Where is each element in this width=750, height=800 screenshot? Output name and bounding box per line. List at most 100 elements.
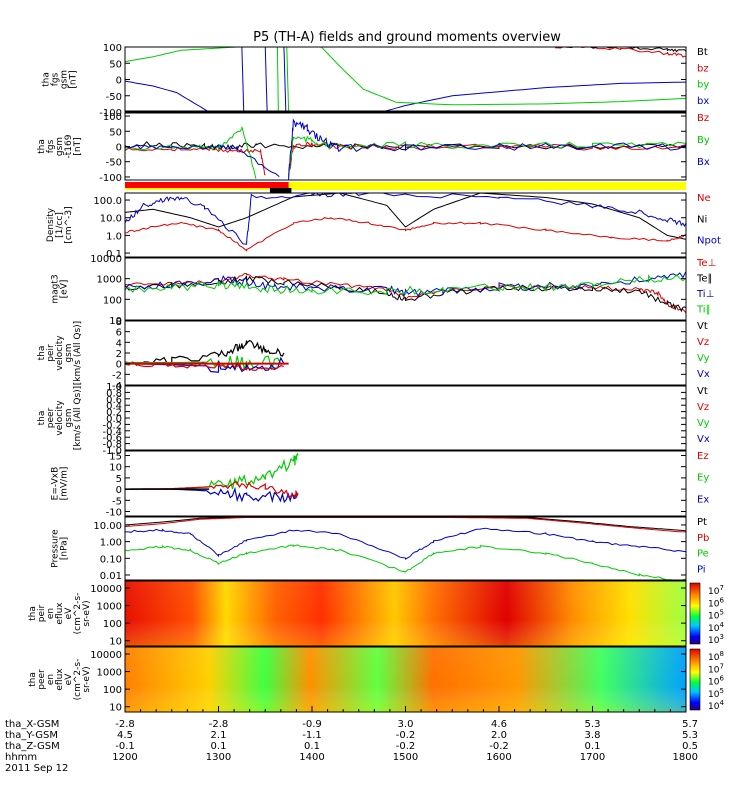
y-tick-label: 6	[116, 328, 122, 339]
series-te∥-line	[125, 275, 686, 313]
y-tick-label: 0.1	[106, 249, 122, 260]
y-tick-label: -0.6	[102, 433, 122, 444]
y-tick-label: -0.4	[102, 427, 122, 438]
plot-area-ele_spec	[125, 647, 686, 712]
colorbar-label: 107	[708, 662, 724, 675]
y-tick-label: 10000	[90, 584, 122, 595]
plot-area-vi	[125, 339, 289, 373]
series-ni-line	[125, 217, 686, 252]
colorbar-ele_spec	[689, 648, 701, 711]
plot-area-efield	[125, 452, 299, 504]
y-axis-label: sr-eV)	[82, 600, 92, 626]
x-axis-value: 5.7	[682, 719, 698, 730]
y-tick-label: -100	[99, 173, 122, 184]
colorbar-ion_spec	[689, 582, 701, 645]
series-bx-line	[555, 47, 686, 53]
y-axis-label: peer	[37, 669, 47, 690]
status-bar-black	[269, 188, 292, 193]
y-tick-label: 0	[116, 76, 122, 87]
x-axis-value: -0.2	[396, 730, 416, 741]
x-axis-row-label: tha_X-GSM	[5, 719, 59, 730]
y-tick-label: 10	[109, 703, 122, 714]
y-tick-label: 100	[103, 295, 122, 306]
y-tick-label: -4	[112, 381, 122, 392]
y-tick-label: 10	[109, 463, 122, 474]
series-ti∥-line	[125, 274, 686, 296]
y-tick-label: -5	[112, 496, 122, 507]
y-axis-label: [1/cc]	[55, 212, 65, 238]
series-ti⊥-line	[125, 271, 686, 299]
series-bx-line	[288, 118, 686, 180]
x-axis-value: 1800	[673, 752, 698, 763]
plot-area-fgs	[125, 47, 686, 112]
y-axis-label: (cm^2-s-	[73, 659, 83, 701]
y-tick-label: -0.8	[102, 440, 122, 451]
x-axis-value: 0.1	[585, 741, 601, 752]
series-bx-line	[276, 47, 279, 112]
legend-bx: Bx	[697, 157, 710, 168]
y-tick-label: 0.0	[106, 414, 122, 425]
panel-density: 100.0 10.0 1.0 0.1 Density [1/cc] [cm^-3] Ne Ni N…	[46, 192, 721, 260]
x-axis-value: 3.8	[585, 730, 601, 741]
legend-bz: Bz	[697, 113, 709, 124]
y-tick-label: 100.0	[93, 196, 122, 207]
legend-ni: Ni	[697, 214, 707, 225]
x-axis-value: 4.6	[491, 719, 507, 730]
series-pt-line	[125, 517, 686, 532]
y-tick-label: 1000	[97, 602, 122, 613]
y-tick-label: 15	[109, 451, 122, 462]
plot-area-density	[125, 193, 686, 252]
x-axis-value: 0.1	[304, 741, 320, 752]
y-tick-label: 1.0	[106, 382, 122, 393]
y-tick-label: 0.6	[106, 395, 122, 406]
legend-ez: Ez	[697, 451, 709, 462]
plot-area-pressure	[125, 517, 686, 580]
plot-area-ion_spec	[125, 581, 686, 646]
legend-bx: bx	[697, 96, 709, 107]
x-axis-value: 0.5	[682, 741, 698, 752]
y-tick-label: 10	[109, 316, 122, 327]
y-axis-label: velocity	[55, 400, 65, 436]
series-vt-line	[125, 339, 285, 366]
series-bx-line	[125, 47, 238, 63]
legend-vz: Vz	[697, 402, 709, 413]
y-axis-label: magt3	[51, 274, 61, 303]
y-tick-label: 0.4	[106, 401, 122, 412]
y-tick-label: 1.0	[106, 231, 122, 242]
colorbar-label: 108	[708, 650, 724, 663]
legend-npot: Npot	[697, 236, 721, 247]
x-axis-value: 1600	[486, 752, 511, 763]
y-axis-label: eV	[64, 673, 74, 686]
legend-pe: Pe	[697, 549, 709, 560]
panel-frame	[124, 580, 687, 647]
y-axis-label: [km/s (All Qs)]	[73, 386, 83, 450]
x-axis-value: 1400	[299, 752, 324, 763]
y-tick-label: 1000	[97, 668, 122, 679]
y-tick-label: 0.01	[100, 571, 122, 582]
series-bx-line	[320, 47, 686, 106]
panel-frame	[124, 385, 687, 451]
panel-frame	[124, 450, 687, 517]
y-axis-label: eflux	[55, 602, 65, 625]
series-bz-line	[241, 47, 245, 112]
plot-area-fgs_t169	[125, 118, 686, 180]
y-axis-label: peir	[37, 604, 47, 622]
y-axis-label: tha	[37, 346, 47, 361]
x-axis-value: -2.8	[115, 719, 135, 730]
legend-vt: Vt	[697, 386, 708, 397]
y-axis-label: [km/s (All Qs)]	[73, 321, 83, 385]
y-axis-label: en	[46, 608, 56, 619]
panel-fgs: 100 50 0 -50 -100 tha fgs gsm [nT] Bt bz by bx	[42, 43, 710, 119]
legend-vx: Vx	[697, 369, 710, 380]
y-axis-label: [nT]	[73, 137, 83, 155]
x-axis-row-label: tha_Y-GSM	[5, 730, 58, 741]
legend-vy: Vy	[697, 418, 710, 429]
legend-vx: Vx	[697, 434, 710, 445]
x-axis-value: -1.1	[302, 730, 322, 741]
y-axis-label: eV	[64, 607, 74, 620]
y-tick-label: 100	[103, 112, 122, 123]
y-tick-label: 4	[116, 338, 122, 349]
status-bar-red	[125, 182, 289, 188]
y-tick-label: 10000	[90, 254, 122, 265]
colorbar-label: 105	[708, 609, 724, 622]
